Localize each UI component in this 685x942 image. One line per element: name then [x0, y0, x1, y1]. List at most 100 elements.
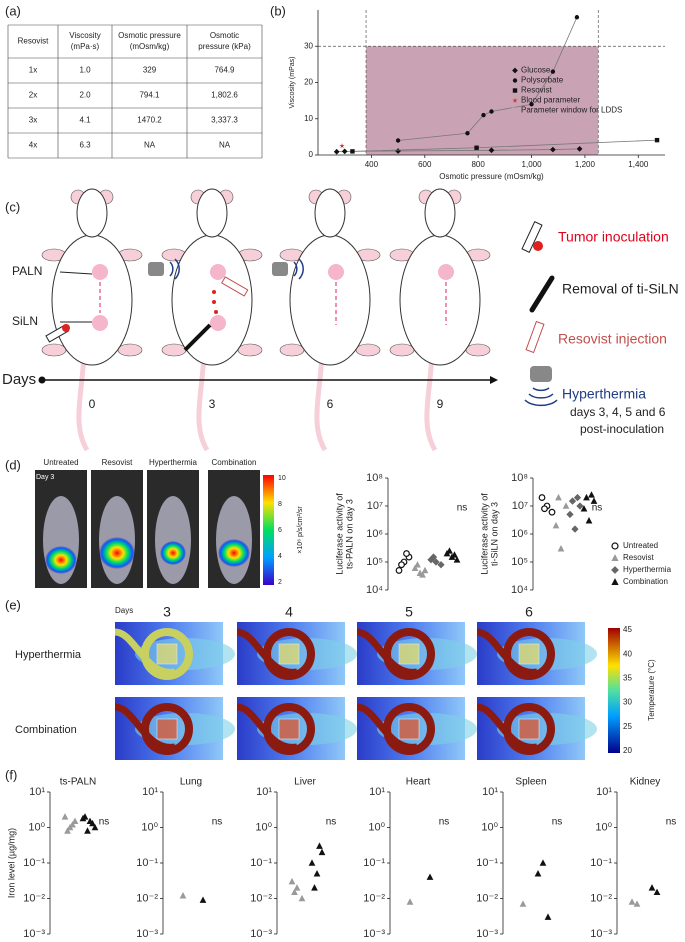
chart-title: ts-PALN: [60, 777, 97, 788]
point: [313, 870, 321, 877]
y-tick-label: 10⁰: [255, 821, 272, 833]
point: [395, 138, 401, 143]
table-header: Viscosity: [69, 31, 100, 40]
y-axis-label: ti-SiLN on day 3: [489, 502, 499, 566]
roi: [278, 643, 300, 665]
point: [398, 561, 405, 569]
day-label: 5: [405, 604, 413, 620]
y-axis-label: Luciferase activity of: [334, 493, 344, 575]
colorbar-tick: 6: [278, 527, 282, 534]
legend-text: Removal of ti-SiLN: [562, 281, 679, 297]
y-tick-label: 10⁻³: [363, 928, 385, 940]
y-axis-label: Iron level (µg/mg): [6, 828, 16, 898]
roi: [518, 718, 540, 740]
y-tick-label: 10⁻³: [250, 928, 272, 940]
roi: [278, 718, 300, 740]
annotation: ns: [457, 503, 468, 514]
point: [339, 143, 345, 149]
table-cell: 1,802.6: [211, 91, 238, 100]
chart-title: Liver: [294, 777, 316, 788]
row-label: Hyperthermia: [15, 649, 82, 661]
day-label: 9: [437, 397, 444, 411]
point: [654, 137, 660, 143]
y-tick-label: 10¹: [482, 786, 498, 798]
point: [414, 561, 421, 568]
point: [648, 884, 656, 891]
legend-text: Glucose: [521, 66, 551, 75]
colorbar-label: Temperature (°C): [647, 659, 656, 721]
point: [179, 892, 187, 899]
legend-text: Polysorbate: [521, 76, 564, 85]
panel-label: (e): [5, 597, 21, 612]
x-tick-label: 1,000: [522, 160, 543, 169]
group-label: Resovist: [102, 458, 133, 467]
table-cell: 1.0: [79, 66, 91, 75]
table-cell: NA: [219, 141, 231, 150]
y-tick-label: 10⁻²: [476, 892, 498, 904]
y-tick-label: 10⁻³: [23, 928, 45, 940]
annotation: ns: [666, 817, 677, 828]
y-tick-label: 10⁰: [368, 821, 385, 833]
point: [288, 877, 296, 885]
x-tick-label: 800: [471, 160, 485, 169]
legend-text: Hyperthermia: [562, 386, 646, 402]
point: [574, 15, 580, 20]
point: [71, 817, 79, 825]
point: [403, 550, 410, 557]
y-tick-label: 10¹: [142, 786, 158, 798]
y-tick-label: 10⁻³: [590, 928, 612, 940]
y-tick-label: 10⁻¹: [250, 857, 272, 869]
table-header: Osmotic pressure: [118, 31, 181, 40]
point: [453, 556, 461, 563]
colorbar-tick: 45: [623, 625, 632, 634]
y-tick-label: 10⁰: [595, 821, 612, 833]
node-label: SiLN: [12, 314, 38, 328]
point: [446, 547, 453, 554]
point: [544, 913, 552, 920]
table-cell: NA: [144, 141, 156, 150]
roi: [398, 643, 420, 665]
point: [419, 571, 426, 578]
point: [519, 900, 527, 907]
y-tick-label: 10⁵: [366, 556, 383, 568]
days-label: Days: [115, 606, 133, 615]
panel-label: (b): [270, 3, 286, 18]
point: [298, 894, 306, 902]
legend-swatch: [512, 107, 518, 114]
y-tick-label: 10⁻²: [136, 892, 158, 904]
table-cell: 4x: [29, 141, 37, 150]
point: [550, 146, 556, 153]
y-tick-label: 10⁷: [367, 500, 383, 512]
point: [84, 827, 91, 834]
x-tick-label: 1,200: [575, 160, 596, 169]
y-tick-label: 10⁶: [511, 528, 528, 540]
point: [429, 553, 438, 561]
table-cell: 6.3: [79, 141, 91, 150]
colorbar-tick: 10: [278, 475, 286, 482]
point: [489, 109, 494, 114]
point: [573, 493, 582, 502]
legend-text: post-inoculation: [580, 422, 664, 436]
colorbar-tick: 25: [623, 722, 632, 731]
point: [465, 131, 470, 136]
colorbar-tick: 30: [623, 698, 632, 707]
legend-text: Combination: [623, 577, 668, 586]
table-header: pressure (kPa): [198, 42, 251, 51]
temperature-colorbar: [608, 628, 620, 753]
day-label: 3: [163, 604, 171, 620]
colorbar-ticks: 10 8 6 4 2: [278, 475, 286, 586]
colorbar-tick: 4: [278, 553, 282, 560]
colorbar-tick: 20: [623, 746, 632, 755]
day-label: 6: [327, 397, 334, 411]
table-cell: 794.1: [139, 91, 160, 100]
legend-text: Resovist: [623, 553, 654, 562]
point: [481, 112, 486, 118]
colorbar-tick: 35: [623, 674, 632, 683]
table-header: Osmotic: [210, 31, 239, 40]
point: [590, 497, 598, 504]
group-label: Untreated: [43, 458, 78, 467]
y-tick-label: 10⁴: [511, 584, 528, 596]
panel-label: (c): [5, 199, 20, 214]
colorbar-tick: 40: [623, 649, 632, 658]
panel-label: (a): [5, 3, 21, 18]
